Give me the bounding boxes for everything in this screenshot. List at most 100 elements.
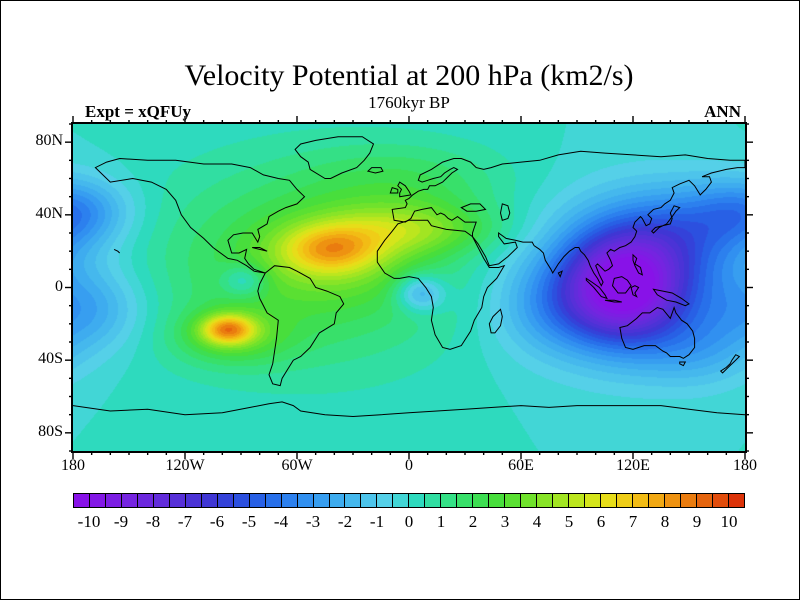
velocity-potential-field: [73, 124, 745, 451]
colorbar-cell: [360, 493, 378, 508]
colorbar-label: 9: [692, 512, 702, 531]
colorbar-label: -3: [305, 512, 321, 531]
colorbar-cell: [264, 493, 282, 508]
coastline-path: [113, 248, 121, 254]
colorbar-label: 7: [628, 512, 638, 531]
x-tick-label: 180: [733, 457, 757, 474]
colorbar-cell: [232, 493, 250, 508]
colorbar-label: -1: [369, 512, 385, 531]
colorbar-cell: [631, 493, 649, 508]
coastline-path: [94, 157, 306, 274]
colorbar-cell: [168, 493, 186, 508]
x-tick-label: 120E: [616, 457, 650, 474]
coastline-path: [397, 181, 412, 198]
x-tick-label: 60E: [508, 457, 534, 474]
colorbar-label: -2: [337, 512, 353, 531]
coastline-path: [679, 361, 687, 367]
colorbar-cell: [615, 493, 633, 508]
colorbar-label: 5: [564, 512, 574, 531]
coastline-path: [499, 203, 511, 221]
x-tick-label: 60W: [281, 457, 313, 474]
colorbar-cell: [88, 493, 106, 508]
colorbar-label: 3: [500, 512, 510, 531]
colorbar-label: 2: [468, 512, 478, 531]
colorbar-cell: [344, 493, 362, 508]
coastline-path: [366, 167, 384, 174]
coastlines-overlay: [73, 136, 745, 418]
colorbar-cell: [296, 493, 314, 508]
colorbar-label: -7: [177, 512, 193, 531]
coastline-path: [557, 270, 563, 278]
colorbar-cell: [184, 493, 202, 508]
colorbar-label: 0: [404, 512, 414, 531]
colorbar-cell: [599, 493, 617, 508]
y-tick-label: 40N: [35, 204, 63, 222]
coastline-path: [391, 150, 745, 287]
colorbar-cell: [248, 493, 266, 508]
colorbar-label: -10: [77, 512, 101, 531]
colorbar-cell: [216, 493, 234, 508]
colorbar-cell: [711, 493, 729, 508]
colorbar-cell: [536, 493, 554, 508]
plot-title: Velocity Potential at 200 hPa (km2/s): [184, 59, 634, 92]
colorbar-cell: [73, 493, 90, 508]
coastline-path: [585, 277, 608, 300]
colorbar-cell: [647, 493, 665, 508]
colorbar-cell: [104, 493, 122, 508]
colorbar-cell: [200, 493, 218, 508]
coastline-path: [652, 288, 690, 307]
y-tick-label: 80S: [38, 422, 63, 440]
colorbar-label: -9: [113, 512, 129, 531]
colorbar-cell: [727, 493, 745, 508]
colorbar-cell: [152, 493, 170, 508]
colorbar-cell: [504, 493, 522, 508]
experiment-label: Expt = xQFUy: [85, 102, 192, 121]
colorbar-cell: [472, 493, 490, 508]
colorbar-label: -4: [273, 512, 289, 531]
coastline-path: [73, 401, 745, 418]
coastline-path: [650, 205, 681, 234]
colorbar-cell: [663, 493, 681, 508]
colorbar-cell: [568, 493, 585, 508]
colorbar-cell: [376, 493, 394, 508]
coastline-path: [389, 186, 399, 194]
y-tick-label: 80N: [35, 132, 63, 150]
colorbar-cell: [120, 493, 138, 508]
colorbar-cell: [552, 493, 570, 508]
coastline-path: [719, 354, 741, 374]
colorbar-label: -5: [241, 512, 257, 531]
coastline-path: [611, 276, 632, 294]
colorbar-cell: [424, 493, 442, 508]
colorbar-label: -8: [145, 512, 161, 531]
colorbar-cell: [679, 493, 697, 508]
x-tick-label: 180: [61, 457, 85, 474]
colorbar-cell: [312, 493, 330, 508]
colorbar-label: 8: [660, 512, 670, 531]
colorbar-cell: [584, 493, 601, 508]
map-plot-area: [71, 122, 747, 453]
colorbar-cell: [488, 493, 506, 508]
colorbar-cell: [408, 493, 426, 508]
coastline-path: [252, 247, 268, 252]
coastline-path: [632, 253, 644, 276]
coastline-path: [630, 285, 640, 298]
y-tick-label: 0: [55, 277, 63, 295]
colorbar-cell: [440, 493, 458, 508]
colorbar-label: 4: [532, 512, 542, 531]
colorbar-cell: [328, 493, 346, 508]
coastline-path: [294, 136, 375, 179]
plot-subtitle: 1760kyr BP: [368, 93, 450, 112]
colorbar-cell: [136, 493, 154, 508]
colorbar-cell: [520, 493, 538, 508]
coastline-path: [488, 308, 503, 334]
coastline-path: [376, 219, 506, 350]
colorbar-cell: [280, 493, 298, 508]
colorbar-cell: [392, 493, 410, 508]
y-tick-label: 40S: [38, 350, 63, 368]
x-tick-label: 120W: [165, 457, 205, 474]
colorbar-cell: [695, 493, 713, 508]
colorbar-cell: [456, 493, 474, 508]
colorbar-label: -6: [209, 512, 225, 531]
colorbar-label: 10: [720, 512, 738, 531]
